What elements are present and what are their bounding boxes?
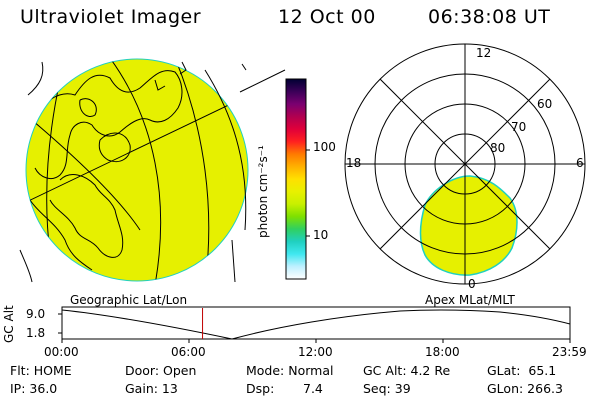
altitude-axis-title: GC Alt	[2, 305, 16, 343]
time-label: 06:38:08 UT	[428, 6, 551, 28]
aurora-oval	[419, 175, 518, 276]
mlat-label-60: 60	[537, 97, 553, 111]
geo-panel-label: Geographic Lat/Lon	[70, 293, 188, 307]
mlat-label-70: 70	[511, 120, 527, 134]
status-dsp-label: Dsp:	[246, 381, 275, 396]
status-flight: Flt: HOME	[10, 363, 72, 378]
mlt-label-0: 0	[468, 277, 476, 291]
geo-coastline	[98, 132, 131, 163]
colorbar-tick-10: 10	[313, 228, 329, 242]
altitude-xtick: 18:00	[425, 345, 460, 359]
geo-longitude-line	[109, 59, 162, 281]
status-mode: Mode: Normal	[246, 363, 334, 378]
colorbar-unit-label: photon cm⁻²s⁻¹	[256, 145, 270, 238]
status-door: Door: Open	[125, 363, 197, 378]
geo-coastline	[29, 199, 93, 271]
geo-coastline	[154, 79, 166, 91]
date-label: 12 Oct 00	[278, 6, 376, 28]
status-dsp-value: 7.4	[303, 381, 323, 396]
status-gc-alt: GC Alt: 4.2 Re	[363, 363, 451, 378]
status-glon: GLon: 266.3	[487, 381, 563, 396]
colorbar-tick-100: 100	[313, 140, 336, 154]
altitude-xtick: 23:59	[552, 345, 587, 359]
polar-panel-label: Apex MLat/MLT	[425, 293, 515, 307]
mlat-label-80: 80	[490, 141, 506, 155]
colorbar-rect	[285, 78, 307, 280]
altitude-xtick: 12:00	[298, 345, 333, 359]
geo-image-disk	[25, 58, 249, 282]
mlt-label-12: 12	[476, 46, 492, 60]
altitude-ytick-max: 9.0	[26, 307, 46, 321]
polar-panel	[344, 43, 586, 285]
mlt-label-18: 18	[346, 156, 362, 170]
geo-coastline	[29, 70, 183, 179]
geo-latitude-line	[26, 109, 141, 231]
altitude-xtick: 06:00	[171, 345, 206, 359]
instrument-title: Ultraviolet Imager	[20, 6, 202, 28]
status-ip: IP: 36.0	[10, 381, 58, 396]
altitude-ytick-min: 1.8	[26, 326, 46, 340]
geo-coastline	[79, 98, 97, 117]
geo-latitude-line	[26, 89, 248, 206]
status-seq: Seq: 39	[363, 381, 411, 396]
altitude-curve	[61, 309, 571, 340]
mlt-label-6: 6	[576, 156, 584, 170]
geographic-panel	[19, 58, 286, 283]
geo-coastline	[49, 174, 124, 258]
altitude-plot	[58, 306, 571, 343]
colorbar	[285, 78, 310, 280]
status-gain: Gain: 13	[125, 381, 178, 396]
status-glat: GLat: 65.1	[487, 363, 557, 378]
altitude-xtick: 00:00	[44, 345, 79, 359]
